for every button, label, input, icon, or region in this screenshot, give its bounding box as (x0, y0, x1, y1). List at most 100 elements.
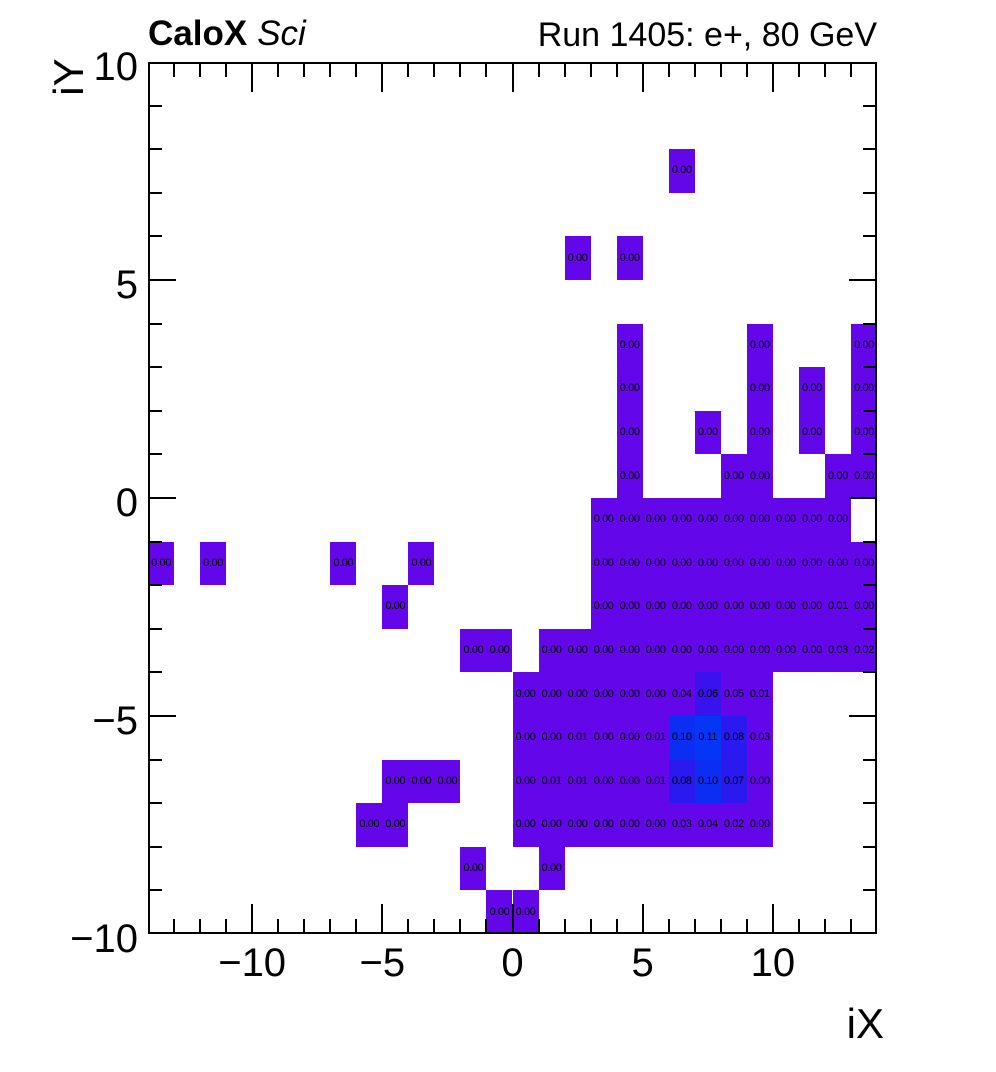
cell-value: 0.00 (463, 644, 484, 657)
cell-value: 0.00 (749, 774, 770, 787)
heatmap-cell: 0.00 (798, 585, 825, 629)
tick-mark (771, 904, 774, 932)
cell-value: 0.00 (697, 513, 718, 526)
heatmap-cell: 0.00 (330, 541, 357, 586)
heatmap-cell: 0.00 (798, 410, 825, 455)
cell-value: 0.00 (645, 513, 666, 526)
x-tick-label: 0 (501, 941, 524, 985)
cell-value: 0.00 (385, 818, 406, 831)
cell-value: 0.00 (567, 687, 588, 700)
cell-value: 0.03 (828, 644, 848, 657)
cell-value: 0.00 (749, 382, 770, 395)
heatmap-cell: 0.00 (564, 803, 591, 847)
cell-value: 0.01 (645, 731, 666, 744)
cell-value: 0.00 (802, 426, 822, 439)
x-tick-label: −10 (218, 941, 287, 985)
cell-value: 0.00 (593, 818, 614, 831)
tick-mark (150, 758, 162, 761)
heatmap-cell: 0.08 (720, 716, 747, 760)
cell-value: 0.00 (828, 469, 848, 482)
heatmap-cell: 0.00 (616, 672, 643, 716)
experiment-name: CaloX (148, 14, 248, 53)
tick-mark (150, 715, 176, 717)
x-axis-title: iX (846, 1000, 884, 1047)
cell-value: 0.00 (619, 382, 640, 395)
heatmap-cell: 0.00 (616, 716, 643, 760)
cell-value: 0.00 (854, 469, 874, 482)
heatmap-cell: 0.00 (460, 846, 487, 891)
heatmap-cell: 0.00 (824, 541, 851, 586)
cell-value: 0.00 (593, 556, 614, 569)
cell-value: 0.00 (411, 774, 432, 787)
tick-mark (863, 322, 875, 325)
cell-value: 0.04 (697, 818, 718, 831)
heatmap-cell: 0.00 (746, 759, 773, 804)
cell-value: 0.00 (593, 687, 614, 700)
tick-mark (303, 919, 306, 932)
cell-value: 0.00 (749, 600, 770, 613)
cell-value: 0.00 (359, 818, 380, 831)
heatmap-cell: 0.03 (746, 716, 773, 760)
cell-value: 0.00 (541, 862, 562, 875)
heatmap-cell: 0.00 (694, 410, 721, 455)
heatmap-cell: 0.00 (616, 236, 643, 280)
cell-value: 0.01 (567, 731, 588, 744)
tick-mark (589, 64, 592, 77)
heatmap-cell: 0.00 (408, 541, 435, 586)
cell-value: 0.00 (385, 600, 406, 613)
heatmap-cell: 0.00 (564, 628, 591, 673)
cell-value: 0.00 (593, 513, 614, 526)
cell-value: 0.00 (775, 513, 796, 526)
tick-mark (150, 627, 162, 630)
cell-value: 0.00 (671, 164, 692, 177)
tick-mark (863, 802, 875, 805)
tick-mark (863, 671, 875, 674)
heatmap-cell: 0.00 (668, 585, 695, 629)
cell-value: 0.00 (828, 556, 848, 569)
heatmap-cell: 0.00 (720, 498, 747, 542)
tick-mark (173, 919, 176, 932)
tick-mark (150, 409, 162, 412)
cell-value: 0.00 (723, 513, 744, 526)
heatmap-cell: 0.00 (720, 585, 747, 629)
heatmap-cell: 0.00 (850, 410, 877, 455)
tick-mark (485, 64, 488, 77)
heatmap-cell: 0.04 (668, 672, 695, 716)
heatmap-cell: 0.00 (200, 541, 227, 586)
cell-value: 0.00 (489, 644, 510, 657)
tick-mark (863, 540, 875, 543)
heatmap-cell: 0.00 (746, 585, 773, 629)
heatmap-cell: 0.00 (850, 541, 877, 586)
heatmap-cell: 0.00 (512, 803, 539, 847)
tick-mark (745, 919, 748, 932)
tick-mark (407, 919, 410, 932)
cell-value: 0.00 (775, 556, 796, 569)
tick-mark (863, 758, 875, 761)
heatmap-cell: 0.00 (382, 803, 409, 847)
tick-mark (277, 919, 280, 932)
cell-value: 0.11 (698, 731, 718, 744)
heatmap-cell: 0.00 (642, 541, 669, 586)
tick-mark (433, 919, 436, 932)
tick-mark (150, 322, 162, 325)
heatmap-cell: 0.00 (148, 541, 175, 586)
heatmap-cell: 0.00 (668, 628, 695, 673)
heatmap-cell: 0.00 (824, 454, 851, 498)
heatmap-cell: 0.00 (460, 628, 487, 673)
cell-value: 0.00 (802, 600, 822, 613)
cell-value: 0.00 (723, 600, 744, 613)
cell-value: 0.08 (671, 774, 692, 787)
cell-value: 0.00 (749, 644, 770, 657)
y-tick-label: 10 (93, 45, 139, 89)
heatmap-cell: 0.01 (564, 759, 591, 804)
cell-value: 0.00 (203, 556, 223, 569)
heatmap-cell: 0.03 (668, 803, 695, 847)
heatmap-cell: 0.00 (538, 628, 565, 673)
plot-title-left: CaloX Sci (148, 14, 306, 54)
heatmap-cell: 0.00 (512, 672, 539, 716)
tick-mark (303, 64, 306, 77)
tick-mark (150, 235, 162, 238)
cell-value: 0.00 (723, 556, 744, 569)
cell-value: 0.02 (854, 644, 874, 657)
